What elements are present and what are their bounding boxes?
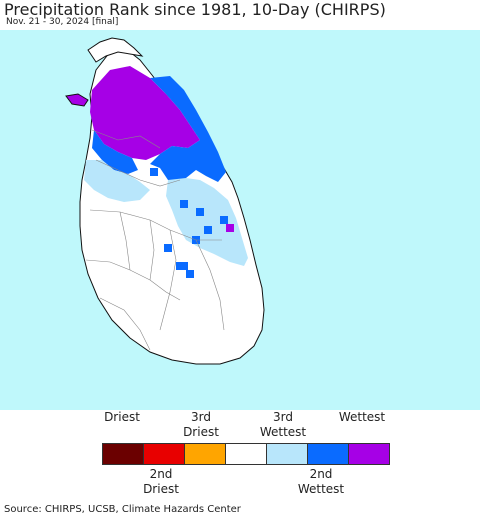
legend-swatch-3rd-driest: [185, 444, 226, 464]
district-boundaries: [85, 129, 225, 351]
second-wettest-band: [150, 76, 226, 186]
third-wettest-patch-1: [84, 160, 150, 202]
legend-label-2nd-wettest: 2nd Wettest: [297, 467, 345, 496]
legend-label-wettest: Wettest: [338, 410, 386, 424]
legend-swatch-3rd-wettest: [267, 444, 308, 464]
legend-swatch-driest: [103, 444, 144, 464]
legend-label-driest: Driest: [104, 410, 140, 424]
legend-label-2nd-driest: 2nd Driest: [143, 467, 179, 496]
wettest-pixel-east: [226, 224, 234, 232]
wettest-region: [90, 66, 200, 160]
jaffna-peninsula: [87, 37, 144, 63]
second-wettest-west: [92, 130, 138, 174]
precipitation-map: [0, 30, 480, 410]
source-credit: Source: CHIRPS, UCSB, Climate Hazards Ce…: [4, 504, 241, 515]
mannar-island: [65, 93, 89, 107]
map-title: Precipitation Rank since 1981, 10-Day (C…: [4, 0, 386, 19]
legend-label-3rd-wettest: 3rd Wettest: [259, 410, 307, 439]
legend-swatch-normal: [226, 444, 267, 464]
legend-color-bar: [102, 443, 390, 465]
sri-lanka-map: [65, 37, 265, 365]
legend-swatch-wettest: [349, 444, 389, 464]
legend-swatch-2nd-wettest: [308, 444, 349, 464]
legend-swatch-2nd-driest: [144, 444, 185, 464]
legend-label-3rd-driest: 3rd Driest: [183, 410, 219, 439]
map-subtitle: Nov. 21 - 30, 2024 [final]: [6, 17, 119, 27]
